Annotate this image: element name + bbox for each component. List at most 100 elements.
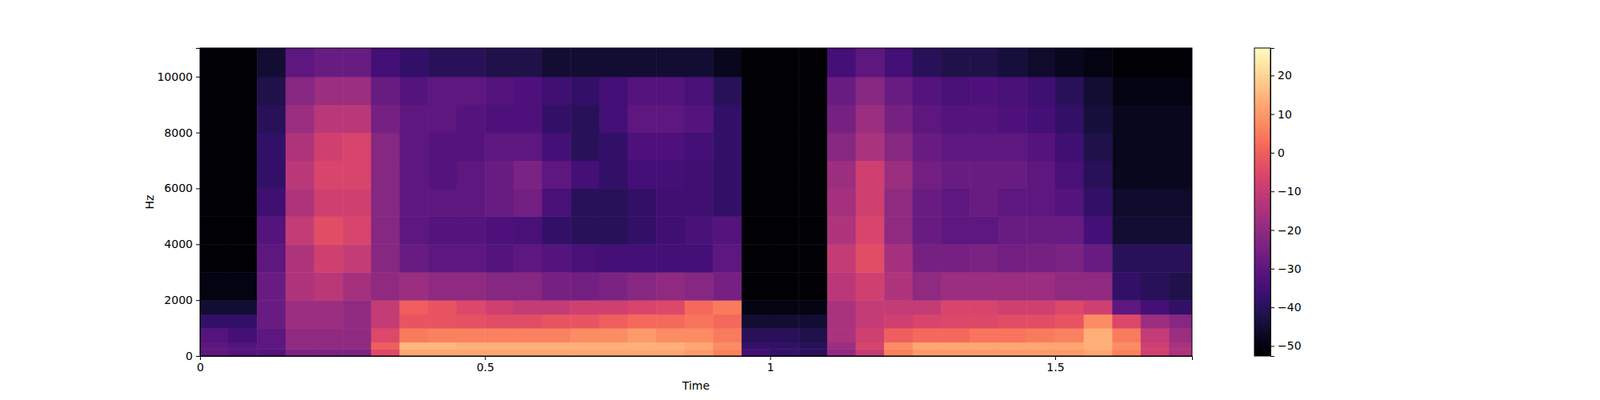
cell xyxy=(741,216,771,244)
cell xyxy=(969,328,999,343)
cell xyxy=(1112,132,1141,161)
cell xyxy=(969,348,999,356)
tick-label: 1 xyxy=(767,360,775,374)
cell xyxy=(770,300,800,315)
cell xyxy=(1140,300,1170,315)
cell xyxy=(399,328,428,343)
cell xyxy=(256,348,286,356)
cell xyxy=(200,160,229,189)
cell xyxy=(1026,132,1056,161)
cell xyxy=(884,272,913,300)
tick-label: 4000 xyxy=(164,237,193,251)
cells xyxy=(200,48,1192,356)
cell xyxy=(1055,48,1084,77)
cell xyxy=(798,104,828,133)
cell xyxy=(285,348,315,356)
tick-label: −30 xyxy=(1277,262,1302,276)
cell xyxy=(256,132,286,161)
cell xyxy=(285,76,315,105)
cell xyxy=(599,160,628,189)
cell xyxy=(1112,48,1141,77)
cell xyxy=(228,160,258,189)
cell xyxy=(570,272,600,300)
cell xyxy=(342,342,372,350)
cell xyxy=(314,314,344,329)
cell xyxy=(570,328,600,343)
cell xyxy=(741,132,771,161)
tick: −50 xyxy=(1270,339,1302,352)
cell xyxy=(285,188,315,216)
cell xyxy=(285,160,315,189)
cell xyxy=(256,104,286,133)
cell xyxy=(969,104,999,133)
cell xyxy=(456,188,486,216)
cell xyxy=(998,188,1028,216)
cell xyxy=(798,348,828,356)
cell xyxy=(998,104,1028,133)
cell xyxy=(940,348,970,356)
cell xyxy=(1084,104,1113,133)
cell xyxy=(599,216,628,244)
cell xyxy=(741,244,771,272)
cell xyxy=(542,76,572,105)
cell xyxy=(1084,244,1113,272)
cell xyxy=(1055,132,1084,161)
cell xyxy=(542,314,572,329)
cell xyxy=(856,342,885,350)
cell xyxy=(1112,104,1141,133)
cell xyxy=(228,48,258,77)
cell xyxy=(599,300,628,315)
y-axis-title: Hz xyxy=(143,195,156,210)
cell xyxy=(1168,244,1192,272)
cell xyxy=(1055,314,1084,329)
cell xyxy=(200,272,229,300)
cell xyxy=(285,104,315,133)
cell xyxy=(570,216,600,244)
cell xyxy=(513,300,543,315)
cell xyxy=(884,132,913,161)
cell xyxy=(314,272,344,300)
cell xyxy=(484,188,514,216)
cell xyxy=(570,314,600,329)
tick: 4000 xyxy=(164,237,200,251)
cell xyxy=(342,272,372,300)
cell xyxy=(1026,348,1056,356)
cell xyxy=(712,348,742,356)
cell xyxy=(342,244,372,272)
cell xyxy=(456,342,486,350)
cell xyxy=(399,300,428,315)
cell xyxy=(314,342,344,350)
cell xyxy=(684,272,714,300)
cell xyxy=(371,300,400,315)
cell xyxy=(1168,160,1192,189)
cell xyxy=(513,216,543,244)
cell xyxy=(712,132,742,161)
cell xyxy=(314,132,344,161)
cell xyxy=(342,300,372,315)
cell xyxy=(200,104,229,133)
cell xyxy=(314,160,344,189)
cell xyxy=(712,328,742,343)
cell xyxy=(1084,160,1113,189)
axis: −50−40−30−20−1001020 xyxy=(1270,48,1302,357)
cell xyxy=(1026,314,1056,329)
cell xyxy=(940,244,970,272)
cell xyxy=(912,328,942,343)
cell xyxy=(627,300,656,315)
cell xyxy=(342,76,372,105)
cell xyxy=(770,48,800,77)
cell xyxy=(798,48,828,77)
cell xyxy=(371,76,400,105)
cell xyxy=(1055,104,1084,133)
cell xyxy=(969,244,999,272)
cell xyxy=(599,132,628,161)
cell xyxy=(456,216,486,244)
cell xyxy=(228,272,258,300)
cell xyxy=(484,160,514,189)
cell xyxy=(827,272,856,300)
cell xyxy=(856,160,885,189)
cell xyxy=(228,244,258,272)
cell xyxy=(827,76,856,105)
cell xyxy=(1055,76,1084,105)
cell xyxy=(256,272,286,300)
